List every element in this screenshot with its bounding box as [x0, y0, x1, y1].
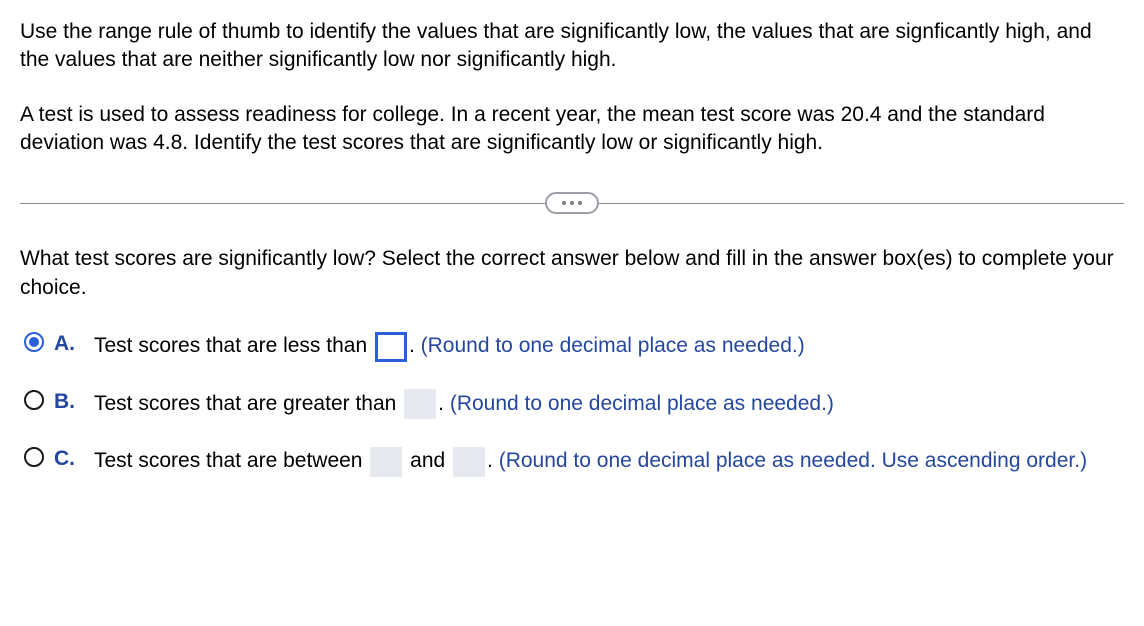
option-b-hint: (Round to one decimal place as needed.): [450, 392, 834, 415]
options-group: A. Test scores that are less than . (Rou…: [20, 328, 1124, 479]
option-b-row: B. Test scores that are greater than . (…: [24, 386, 1124, 422]
option-b-letter: B.: [54, 388, 84, 416]
dots-icon: [578, 201, 582, 205]
option-b-text-before: Test scores that are greater than: [94, 392, 402, 415]
option-a-text-before: Test scores that are less than: [94, 334, 373, 357]
option-b-radio[interactable]: [24, 390, 44, 410]
question-text: Use the range rule of thumb to identify …: [20, 18, 1124, 157]
option-a-hint: (Round to one decimal place as needed.): [421, 334, 805, 357]
option-a-answer-box[interactable]: [375, 332, 407, 362]
option-b-body: Test scores that are greater than . (Rou…: [94, 386, 1124, 422]
option-b-text-after: .: [438, 392, 450, 415]
option-c-row: C. Test scores that are between and . (R…: [24, 443, 1124, 479]
option-c-text-before: Test scores that are between: [94, 449, 368, 472]
question-para-1: Use the range rule of thumb to identify …: [20, 18, 1124, 75]
option-a-row: A. Test scores that are less than . (Rou…: [24, 328, 1124, 364]
option-a-radio[interactable]: [24, 332, 44, 352]
option-c-text-after: .: [487, 449, 499, 472]
answer-prompt: What test scores are significantly low? …: [20, 245, 1124, 302]
option-a-text-after: .: [409, 334, 421, 357]
option-a-body: Test scores that are less than . (Round …: [94, 328, 1124, 364]
dots-icon: [562, 201, 566, 205]
option-c-body: Test scores that are between and . (Roun…: [94, 443, 1124, 479]
expand-pill-button[interactable]: [545, 192, 599, 214]
option-c-radio[interactable]: [24, 447, 44, 467]
question-para-2: A test is used to assess readiness for c…: [20, 101, 1124, 158]
option-a-letter: A.: [54, 330, 84, 358]
section-divider: [20, 191, 1124, 215]
option-c-hint: (Round to one decimal place as needed. U…: [499, 449, 1087, 472]
option-c-letter: C.: [54, 445, 84, 473]
option-c-text-mid: and: [410, 449, 451, 472]
option-c-answer-box-1[interactable]: [370, 447, 402, 477]
option-c-answer-box-2[interactable]: [453, 447, 485, 477]
dots-icon: [570, 201, 574, 205]
option-b-answer-box[interactable]: [404, 389, 436, 419]
